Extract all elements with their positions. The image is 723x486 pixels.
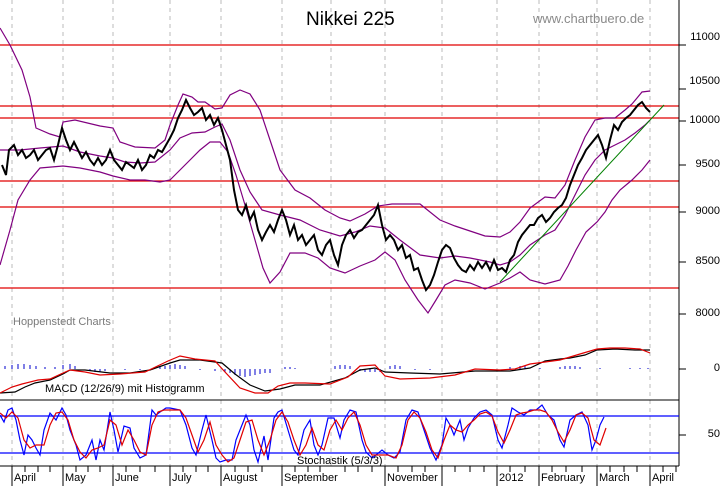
price-candles <box>1 97 651 292</box>
bollinger-bands <box>0 27 651 315</box>
stochastic-label: Stochastik (5/3/3) <box>297 455 383 467</box>
price-axis <box>678 0 686 466</box>
month-label: August <box>223 472 258 484</box>
price-tick: 8000 <box>695 307 720 319</box>
price-tick: 10000 <box>689 114 720 126</box>
month-label: May <box>65 472 86 484</box>
macd-label: MACD (12/26/9) mit Histogramm <box>45 383 205 395</box>
stoch-k-line <box>0 404 605 465</box>
macd-panel <box>0 347 679 401</box>
price-tick: 10500 <box>689 75 720 87</box>
time-axis <box>0 465 679 486</box>
month-label: November <box>387 472 438 484</box>
bollinger-lower <box>0 141 651 315</box>
stoch-d-line <box>0 409 607 463</box>
source-label: Hoppenstedt Charts <box>13 316 111 328</box>
price-tick: 9000 <box>695 205 720 217</box>
price-tick: 9500 <box>695 158 720 170</box>
signal-line <box>0 347 651 394</box>
month-label: July <box>172 472 192 484</box>
bollinger-upper <box>0 27 651 238</box>
support-resistance-lines <box>0 44 679 289</box>
macd-histogram <box>4 364 649 377</box>
price-tick: 8500 <box>695 255 720 267</box>
trendline <box>499 104 665 283</box>
month-label: June <box>115 472 139 484</box>
month-label: April <box>652 472 675 484</box>
stochastic-tick: 50 <box>707 428 720 440</box>
month-label: March <box>599 472 630 484</box>
month-label: February <box>541 472 586 484</box>
macd-tick: 0 <box>713 362 720 374</box>
watermark: www.chartbuero.de <box>533 11 645 26</box>
macd-line <box>0 348 650 394</box>
month-label: April <box>14 472 37 484</box>
month-label: September <box>284 472 338 484</box>
chart-title: Nikkei 225 <box>306 9 395 30</box>
bollinger-middle <box>0 119 651 266</box>
month-label: 2012 <box>499 472 524 484</box>
price-tick: 11000 <box>690 31 720 43</box>
